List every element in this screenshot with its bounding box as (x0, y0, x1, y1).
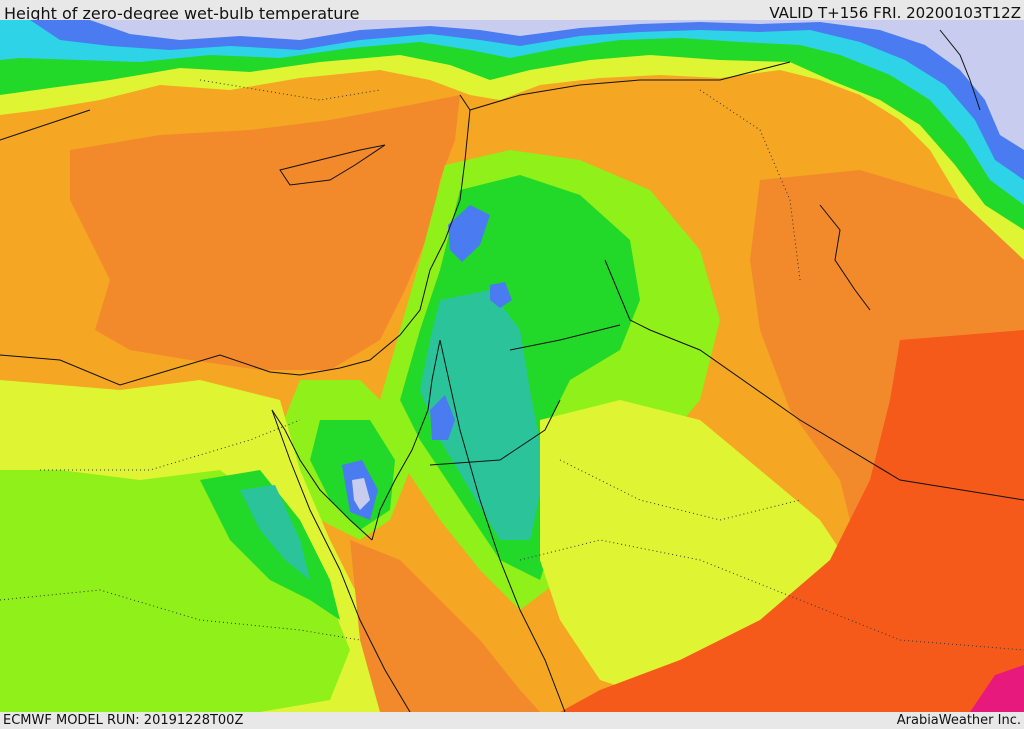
map-canvas (0, 20, 1024, 712)
credit-text: ArabiaWeather Inc. (896, 713, 1021, 728)
red-sea-orange (350, 540, 540, 712)
egypt-green (200, 470, 340, 620)
southeast-red-orange (560, 330, 1024, 712)
model-run: ECMWF MODEL RUN: 20191228T00Z (3, 713, 244, 728)
header-bar: Height of zero-degree wet-bulb temperatu… (0, 0, 1024, 20)
north-lowest-band (90, 20, 1024, 150)
north-cold-region (0, 20, 1024, 260)
jordan-blue-spot (490, 282, 512, 308)
weather-map[interactable] (0, 20, 1024, 712)
mediterranean-orange (70, 95, 460, 370)
corner-magenta (970, 665, 1024, 712)
borders (0, 79, 1024, 651)
levant-teal (420, 290, 545, 540)
egypt-teal (240, 485, 310, 580)
coastlines (0, 29, 1024, 712)
footer-bar: ECMWF MODEL RUN: 20191228T00Z ArabiaWeat… (0, 712, 1024, 729)
valid-time: VALID T+156 FRI. 20200103T12Z (769, 4, 1021, 20)
southern-blue-spot (430, 395, 455, 440)
map-title: Height of zero-degree wet-bulb temperatu… (4, 4, 360, 20)
sinai-lowest (352, 478, 370, 510)
levant-blue-spot (448, 205, 490, 262)
